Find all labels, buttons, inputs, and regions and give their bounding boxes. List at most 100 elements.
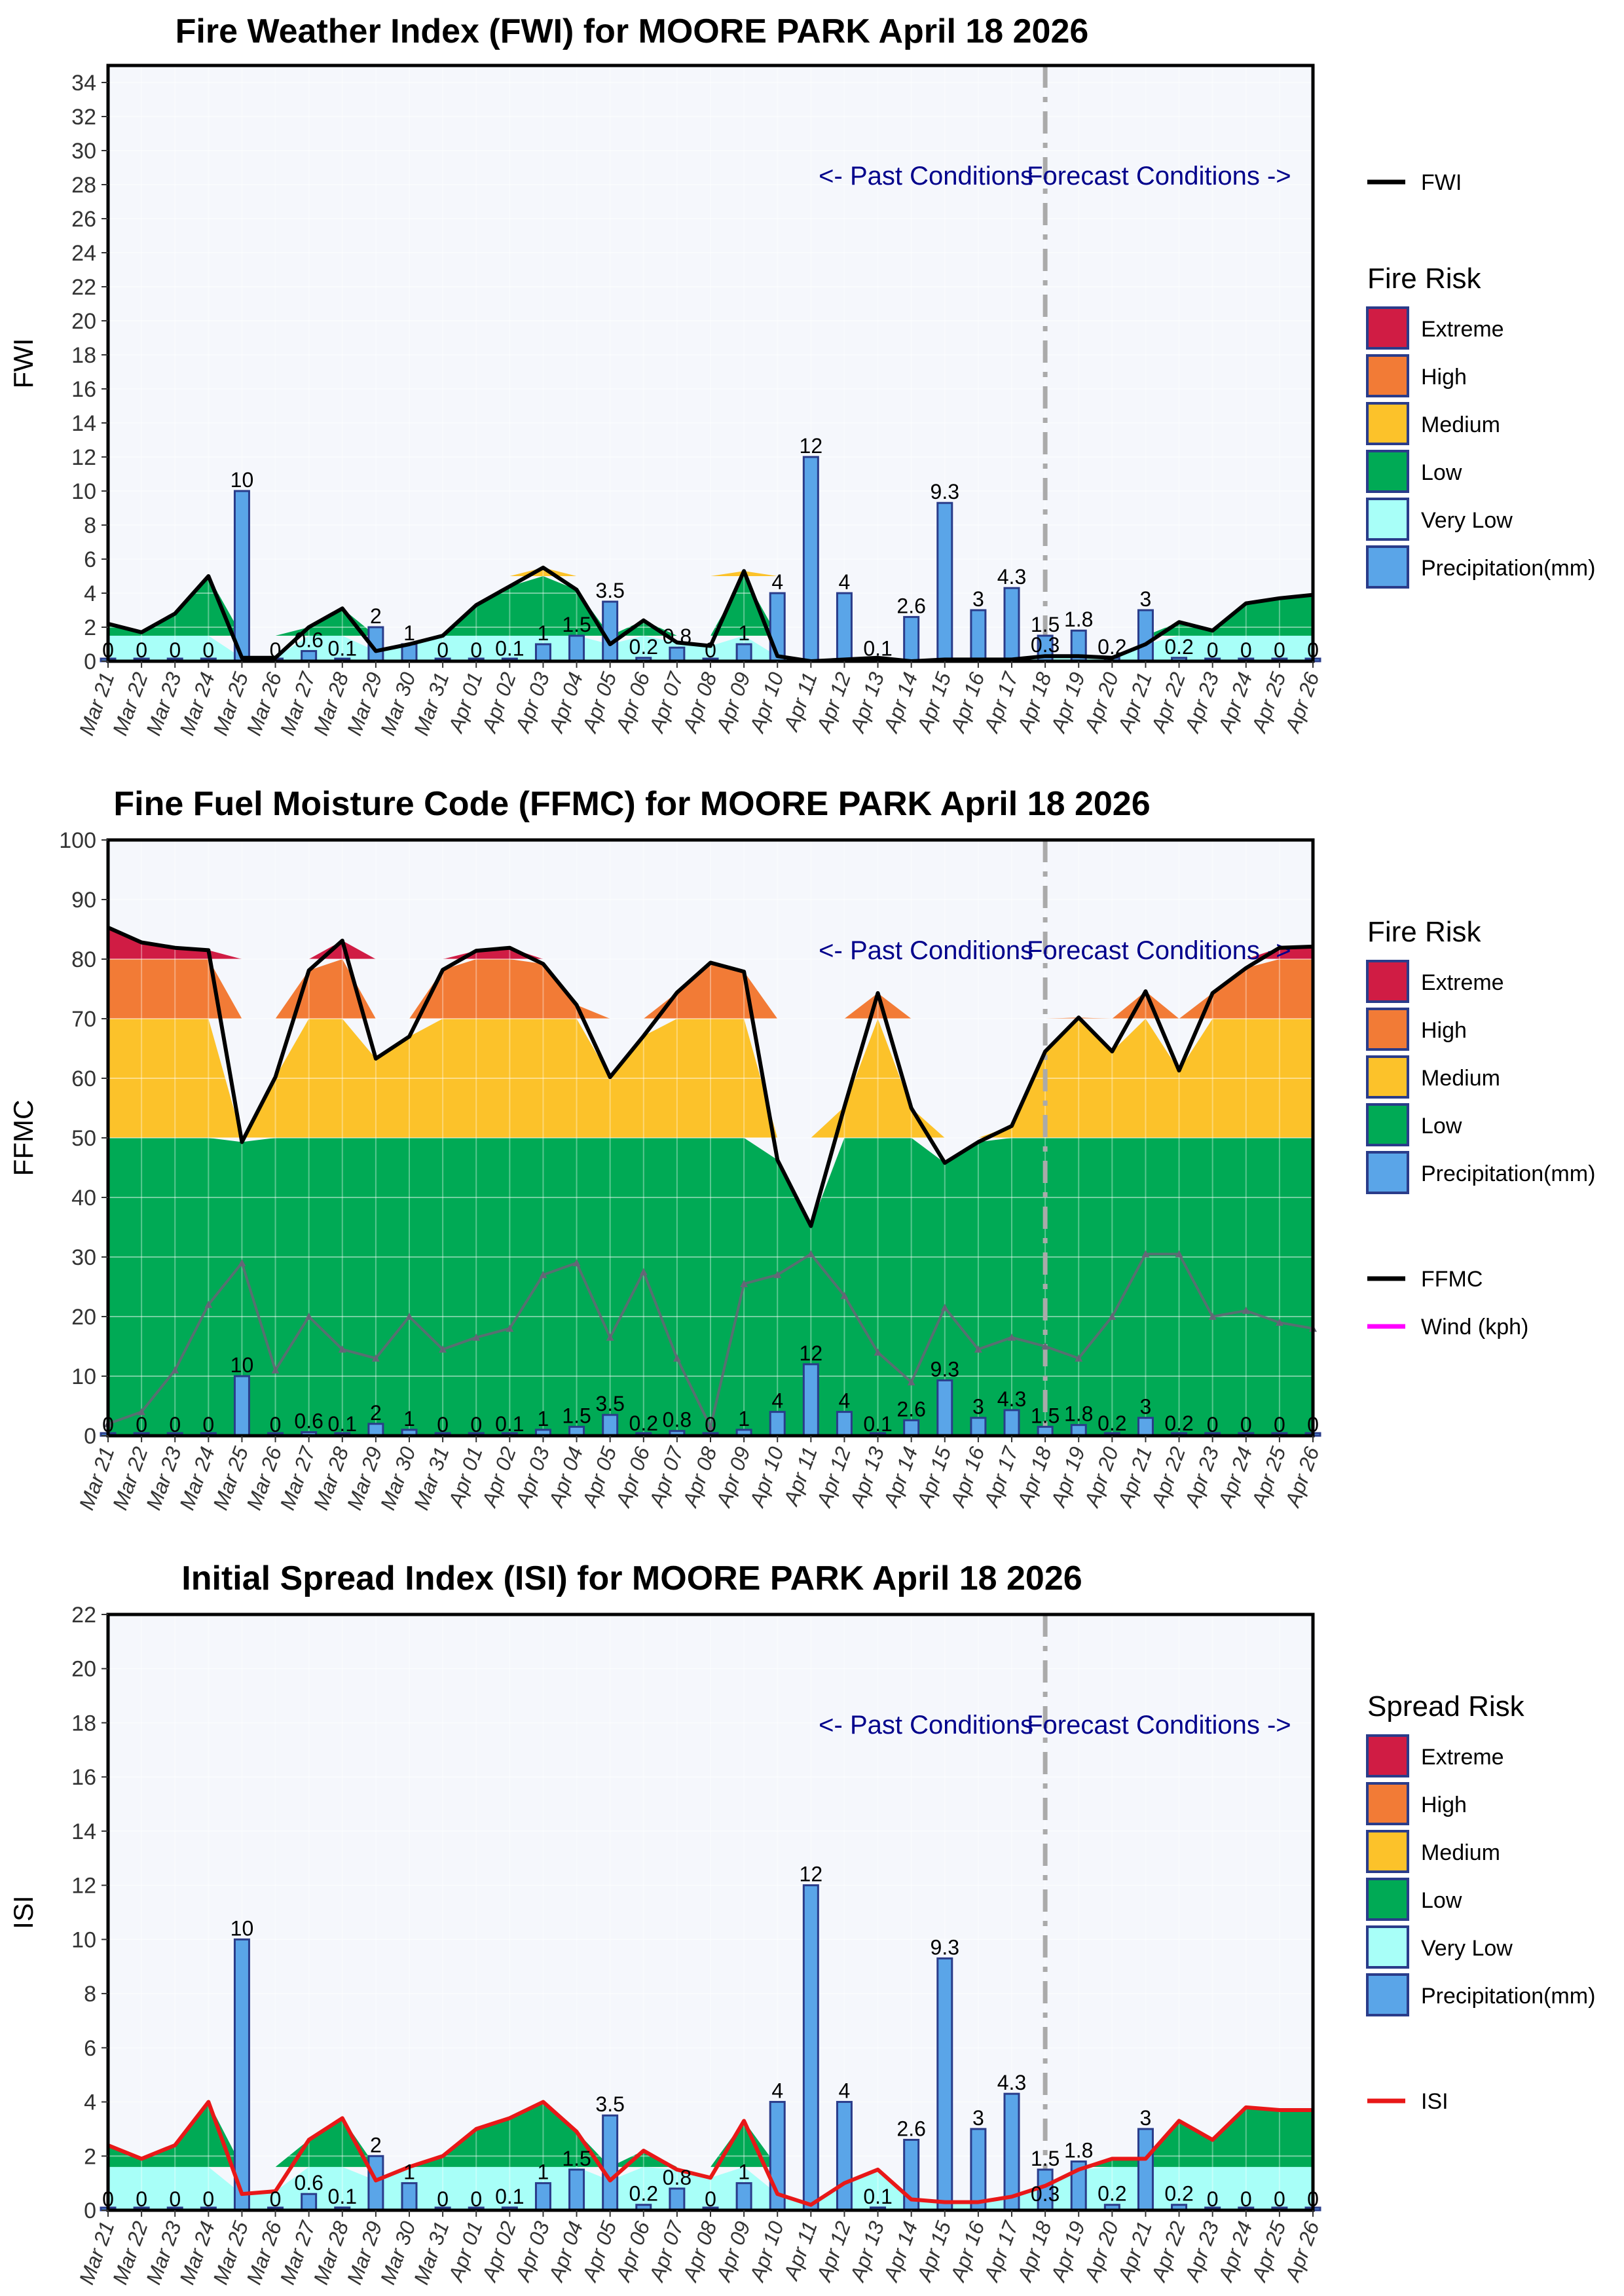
y-tick-label: 80 xyxy=(71,947,96,972)
y-tick-label: 12 xyxy=(71,1874,96,1899)
precip-value-label: 0.8 xyxy=(663,625,692,648)
precip-value-label: 0 xyxy=(1240,638,1252,662)
precipitation-bars xyxy=(100,456,1321,663)
y-tick-label: 14 xyxy=(71,1819,96,1844)
precip-value-label: 4.3 xyxy=(997,1387,1026,1411)
precip-value-label: 3 xyxy=(1140,1395,1152,1419)
precip-value-label: 12 xyxy=(800,434,823,458)
legend-swatch xyxy=(1366,1830,1409,1873)
wind-point xyxy=(740,1279,748,1287)
y-axis-label: FFMC xyxy=(8,1100,39,1176)
precip-value-label: 0.8 xyxy=(663,2166,692,2189)
precip-value-label: 3.5 xyxy=(595,579,624,602)
precip-value-label: 0 xyxy=(169,2187,181,2211)
legend-title: Fire Risk xyxy=(1367,916,1482,948)
precip-value-label: 0.2 xyxy=(1098,2182,1126,2206)
precip-value-label: 4 xyxy=(839,2079,851,2103)
precip-value-label: 1 xyxy=(738,621,750,645)
precip-bar xyxy=(301,2193,318,2212)
y-tick-label: 20 xyxy=(71,1305,96,1330)
band-extreme xyxy=(108,927,1313,959)
precip-value-label: 1.8 xyxy=(1064,608,1093,631)
chart-title: Initial Spread Index (ISI) for MOORE PAR… xyxy=(181,1559,1082,1597)
precip-value-label: 2 xyxy=(370,1401,382,1425)
y-tick-label: 22 xyxy=(71,1603,96,1628)
legend-swatch xyxy=(1366,354,1409,397)
precip-bar xyxy=(836,592,853,663)
precip-value-label: 0 xyxy=(1207,1413,1219,1436)
precip-bar xyxy=(1003,587,1020,663)
precip-bar xyxy=(836,2101,853,2212)
precip-bar xyxy=(735,643,752,663)
precip-value-label: 0.1 xyxy=(495,1412,524,1436)
precip-bar xyxy=(903,615,920,663)
legend-swatch xyxy=(1366,1008,1409,1051)
precip-value-label: 0 xyxy=(470,2187,482,2211)
precip-value-label: 0.2 xyxy=(629,2182,658,2206)
wind-point xyxy=(138,1408,146,1415)
precip-value-label: 4 xyxy=(771,570,783,594)
precip-value-label: 12 xyxy=(800,1863,823,1886)
precip-bar xyxy=(936,1957,953,2212)
precip-value-label: 0 xyxy=(437,1413,449,1436)
wind-point xyxy=(1075,1354,1083,1362)
y-tick-label: 16 xyxy=(71,1765,96,1790)
y-axis-label: FWI xyxy=(8,338,39,389)
band-high xyxy=(108,959,1313,1019)
precip-value-label: 0 xyxy=(270,2187,282,2211)
precip-value-label: 10 xyxy=(231,468,254,492)
precip-bar xyxy=(836,1411,853,1437)
precip-value-label: 0 xyxy=(270,638,282,662)
precip-bar xyxy=(568,634,585,663)
legend: FWI Fire Risk Extreme High Medium Low Very Low… xyxy=(1366,170,1595,589)
precip-value-label: 3 xyxy=(1140,2106,1152,2130)
precip-bar xyxy=(1003,2092,1020,2212)
precip-value-label: 0.6 xyxy=(294,2171,323,2195)
y-tick-label: 8 xyxy=(84,1982,96,2007)
precip-value-label: 0 xyxy=(136,2187,147,2211)
legend-swatch xyxy=(1366,1103,1409,1146)
precip-value-label: 1 xyxy=(403,1407,415,1430)
legend-title: Spread Risk xyxy=(1367,1690,1525,1722)
y-tick-label: 20 xyxy=(71,309,96,334)
y-tick-label: 8 xyxy=(84,513,96,538)
precip-value-label: 0.2 xyxy=(1164,2182,1193,2206)
wind-point xyxy=(807,1250,815,1258)
legend-swatch xyxy=(1366,1151,1409,1194)
precip-bar xyxy=(534,2182,551,2212)
precip-value-label: 0 xyxy=(437,2187,449,2211)
chart-title: Fine Fuel Moisture Code (FFMC) for MOORE… xyxy=(113,785,1150,823)
legend-swatch xyxy=(1366,1973,1409,2016)
precip-value-label: 0.6 xyxy=(294,1410,323,1433)
precip-value-label: 1.5 xyxy=(1031,1404,1060,1427)
legend-label: Low xyxy=(1421,1888,1462,1913)
precip-bar xyxy=(1137,1417,1154,1437)
legend-label: Precipitation(mm) xyxy=(1421,556,1595,581)
precip-bar xyxy=(970,609,987,663)
y-tick-label: 0 xyxy=(84,649,96,674)
wind-point xyxy=(639,1267,648,1275)
legend-line-label: FWI xyxy=(1421,170,1462,195)
y-tick-label: 0 xyxy=(84,1424,96,1449)
precip-value-label: 0.1 xyxy=(863,1412,892,1436)
forecast-conditions-label: Forecast Conditions -> xyxy=(1027,162,1291,191)
precip-value-label: 2 xyxy=(370,2133,382,2157)
legend-swatch xyxy=(1366,306,1409,350)
precip-value-label: 2 xyxy=(370,604,382,628)
wind-point xyxy=(606,1333,614,1341)
precip-value-label: 0 xyxy=(136,638,147,662)
precip-value-label: 0.2 xyxy=(1098,635,1126,659)
legend-label: Precipitation(mm) xyxy=(1421,1161,1595,1186)
legend-label: Low xyxy=(1421,1114,1462,1139)
ffmc-line xyxy=(108,926,1313,1228)
wind-point xyxy=(171,1366,179,1374)
y-tick-label: 40 xyxy=(71,1186,96,1211)
wind-point xyxy=(1108,1313,1116,1320)
wind-point xyxy=(907,1378,915,1386)
wind-point xyxy=(1141,1250,1150,1258)
legend-label: High xyxy=(1421,1793,1467,1817)
legend-label: High xyxy=(1421,365,1467,390)
wind-point xyxy=(539,1271,547,1279)
precip-value-label: 0.6 xyxy=(294,628,323,651)
y-tick-label: 50 xyxy=(71,1126,96,1151)
